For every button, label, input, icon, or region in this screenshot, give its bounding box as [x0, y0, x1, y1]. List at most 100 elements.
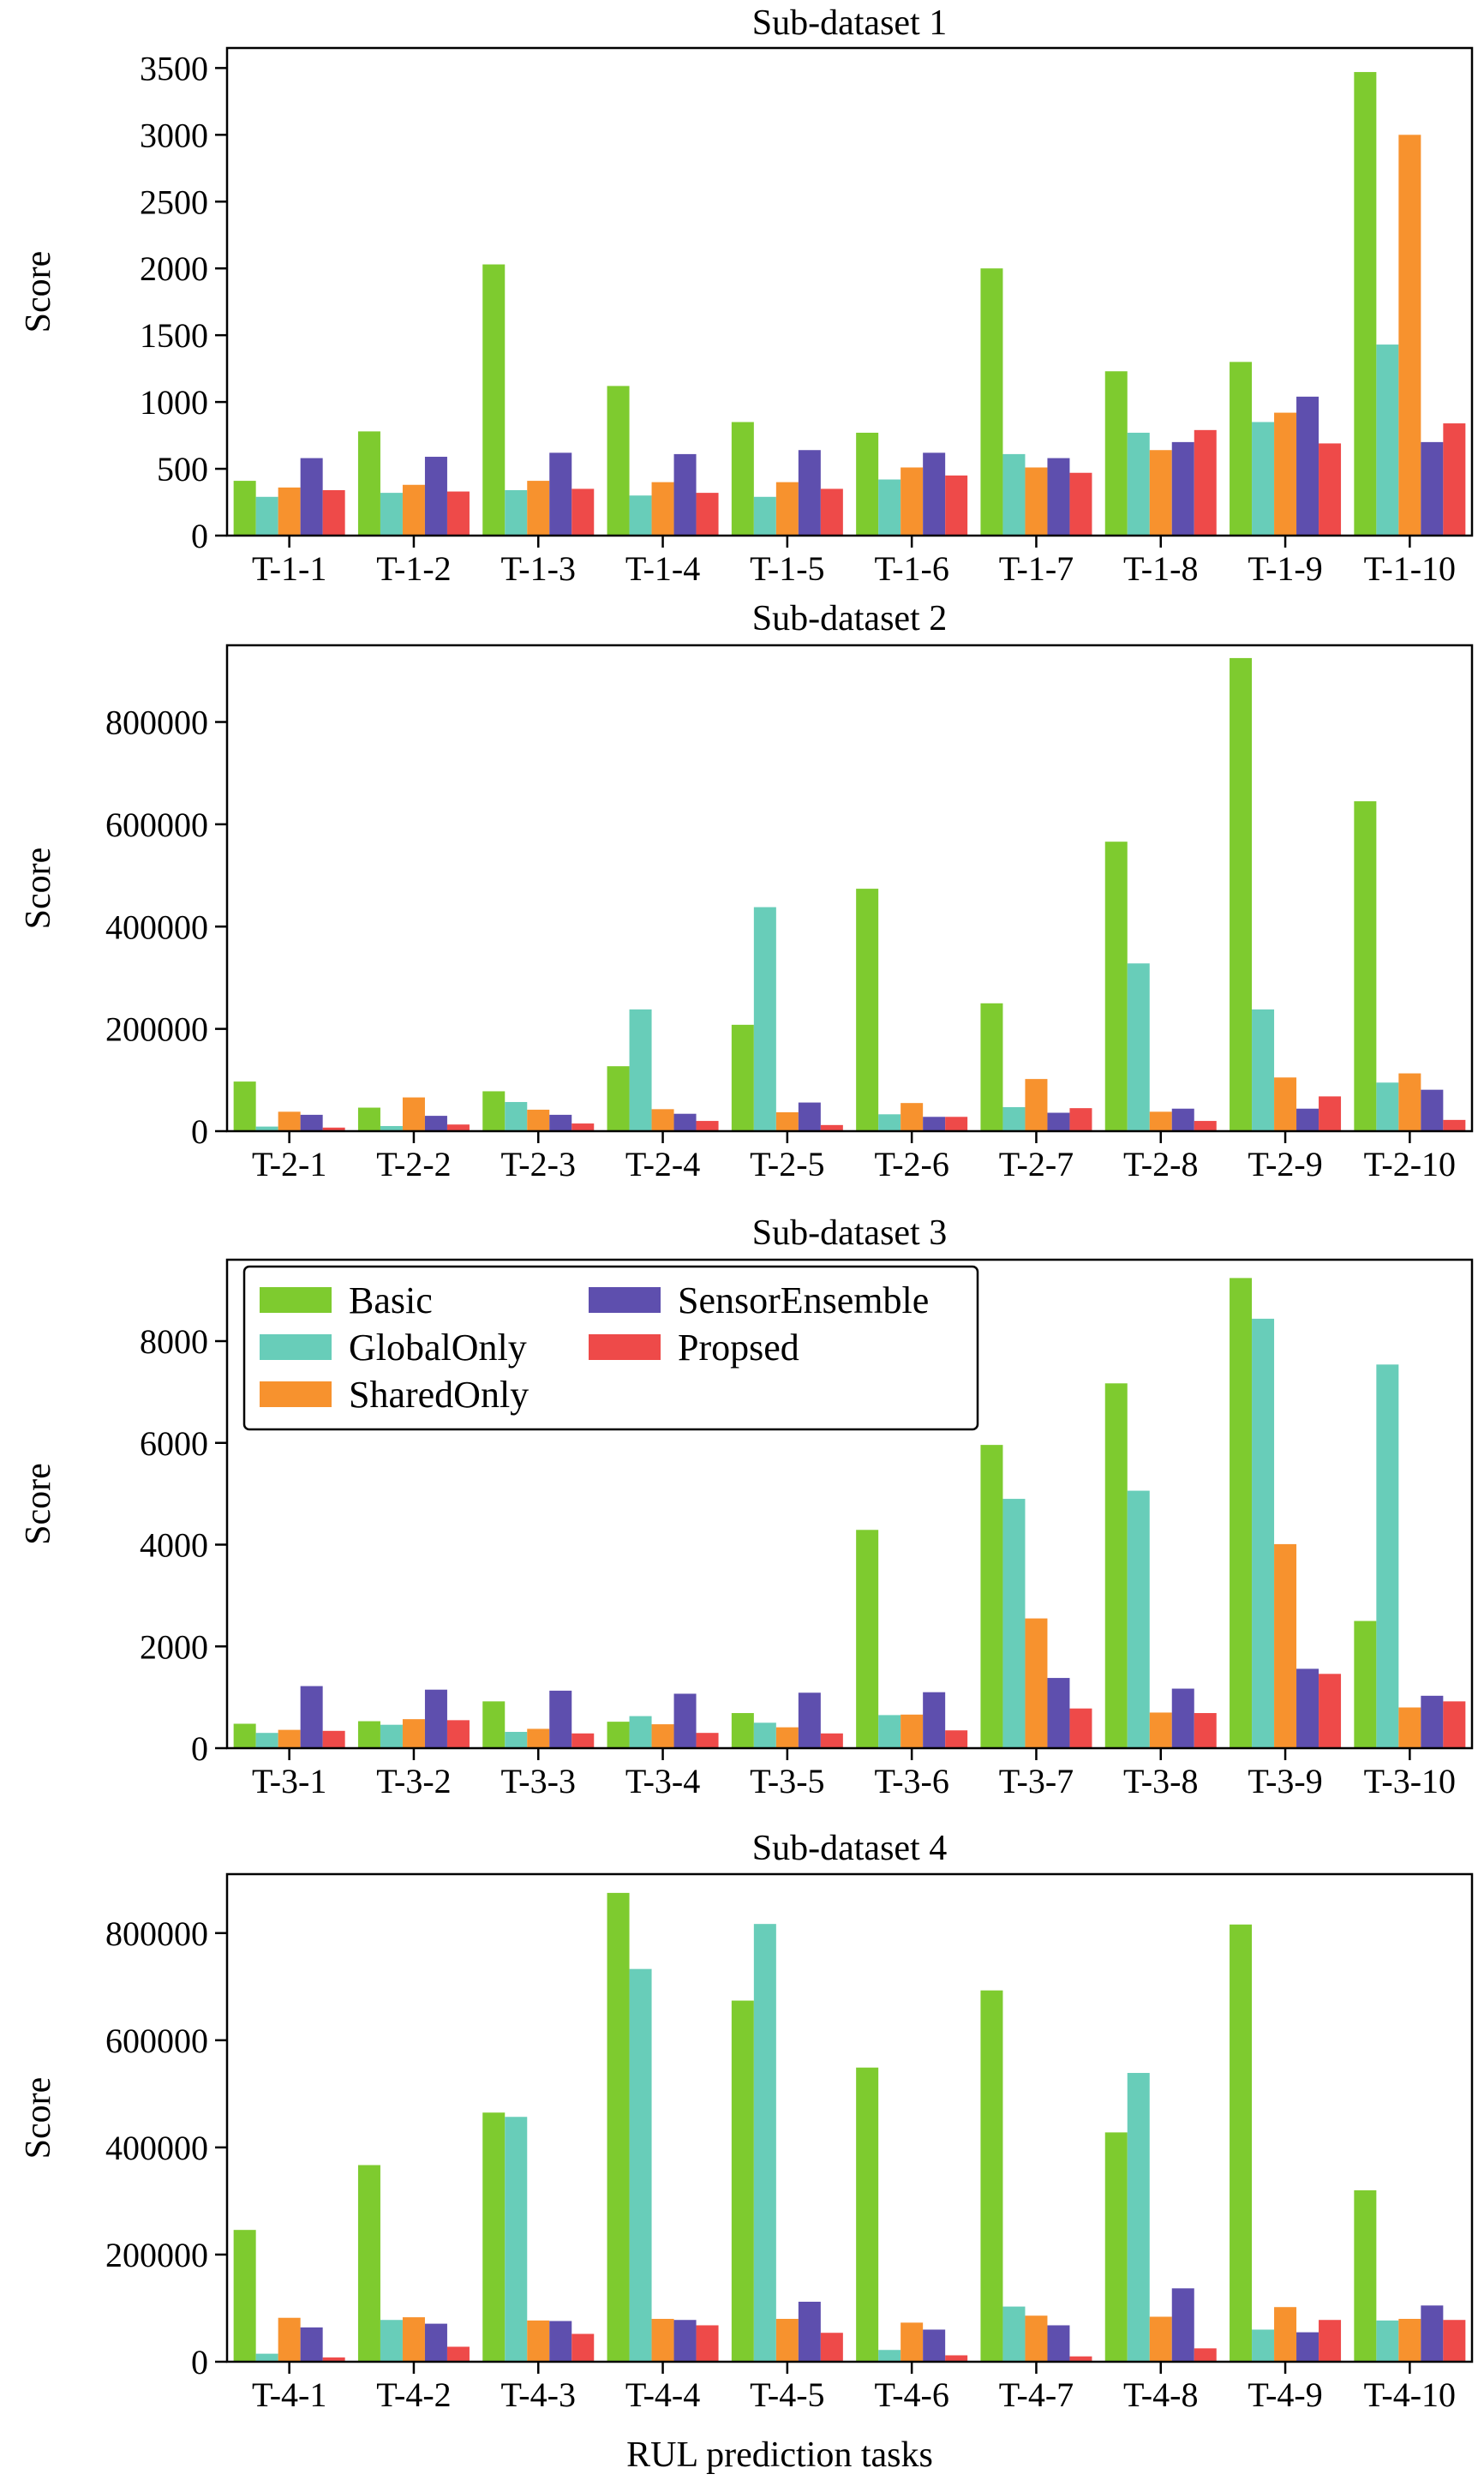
bar-basic-t-2-7	[980, 1003, 1003, 1131]
bar-sharedonly-t-1-9	[1274, 412, 1297, 536]
x-tick-label: T-3-9	[1248, 1762, 1322, 1800]
bar-propsed-t-2-2	[446, 1124, 470, 1131]
bar-basic-t-1-1	[233, 481, 256, 536]
bar-sharedonly-t-4-7	[1025, 2315, 1048, 2362]
y-axis-label: Score	[19, 1463, 58, 1545]
x-tick-label: T-2-10	[1364, 1145, 1456, 1183]
bar-propsed-t-2-1	[322, 1127, 345, 1131]
plot-frame	[225, 1258, 1474, 1750]
y-axis-label: Score	[19, 2077, 58, 2160]
bar-sensorensemble-t-3-10	[1421, 1695, 1444, 1748]
legend-label-basic: Basic	[349, 1279, 433, 1321]
y-tick-label: 0	[191, 2343, 208, 2381]
bar-propsed-t-1-7	[1069, 472, 1092, 536]
bar-sensorensemble-t-3-3	[549, 1690, 572, 1748]
bar-propsed-t-2-9	[1319, 1096, 1342, 1131]
x-tick-label: T-3-7	[999, 1762, 1074, 1800]
bar-propsed-t-3-3	[571, 1733, 595, 1748]
bar-sharedonly-t-2-8	[1149, 1111, 1172, 1131]
bar-basic-t-1-3	[482, 264, 506, 536]
bar-propsed-t-1-2	[446, 491, 470, 536]
bar-sharedonly-t-2-2	[402, 1097, 425, 1131]
y-tick-label: 400000	[105, 908, 208, 946]
x-tick-label: T-3-6	[874, 1762, 948, 1800]
bar-propsed-t-4-9	[1319, 2320, 1342, 2362]
bar-propsed-t-1-5	[820, 488, 843, 536]
bar-globalonly-t-2-6	[878, 1114, 901, 1131]
bar-sensorensemble-t-2-10	[1421, 1089, 1444, 1131]
bar-sensorensemble-t-1-8	[1171, 441, 1194, 536]
bar-globalonly-t-2-10	[1376, 1082, 1399, 1131]
y-tick-label: 0	[191, 1729, 208, 1768]
x-tick-label: T-4-7	[999, 2375, 1074, 2414]
bar-globalonly-t-4-6	[878, 2350, 901, 2362]
bar-basic-t-2-4	[607, 1066, 630, 1131]
x-tick-label: T-1-4	[625, 549, 700, 588]
bar-sensorensemble-t-1-7	[1047, 458, 1070, 536]
bar-globalonly-t-3-4	[629, 1716, 652, 1748]
legend-swatch-sensorensemble	[589, 1287, 661, 1313]
x-tick-label: T-3-4	[625, 1762, 700, 1800]
legend-swatch-globalonly	[260, 1334, 332, 1360]
bar-propsed-t-1-9	[1319, 443, 1342, 536]
x-tick-label: T-2-7	[999, 1145, 1074, 1183]
bar-sharedonly-t-4-4	[651, 2318, 674, 2362]
bar-sensorensemble-t-4-7	[1047, 2325, 1070, 2362]
bar-basic-t-3-1	[233, 1723, 256, 1748]
y-tick-label: 8000	[140, 1322, 208, 1361]
bar-globalonly-t-4-3	[505, 2117, 528, 2362]
bar-sharedonly-t-1-5	[775, 482, 799, 536]
y-tick-label: 2000	[140, 249, 208, 288]
x-tick-label: T-1-3	[501, 549, 576, 588]
x-tick-label: T-3-10	[1364, 1762, 1456, 1800]
bar-sensorensemble-t-3-8	[1171, 1688, 1194, 1748]
x-tick-label: T-2-3	[501, 1145, 576, 1183]
bar-propsed-t-1-8	[1194, 429, 1217, 536]
bar-sharedonly-t-4-5	[775, 2318, 799, 2362]
bar-globalonly-t-2-4	[629, 1009, 652, 1131]
panel-title: Sub-dataset 1	[752, 3, 947, 43]
x-tick-label: T-1-9	[1248, 549, 1322, 588]
bar-globalonly-t-3-2	[380, 1724, 403, 1748]
y-tick-label: 600000	[105, 2022, 208, 2060]
y-tick-label: 800000	[105, 1914, 208, 1953]
bar-globalonly-t-3-1	[255, 1733, 278, 1748]
panel-title: Sub-dataset 4	[752, 1829, 947, 1868]
legend-swatch-basic	[260, 1287, 332, 1313]
bar-sharedonly-t-3-8	[1149, 1712, 1172, 1748]
y-tick-label: 4000	[140, 1526, 208, 1565]
bar-sharedonly-t-1-4	[651, 482, 674, 536]
x-tick-label: T-2-8	[1123, 1145, 1198, 1183]
bar-globalonly-t-3-8	[1127, 1490, 1150, 1748]
bar-basic-t-1-7	[980, 268, 1003, 536]
bar-sharedonly-t-4-6	[901, 2322, 924, 2362]
bar-propsed-t-3-10	[1443, 1701, 1466, 1748]
bar-globalonly-t-4-8	[1127, 2072, 1150, 2362]
bar-sensorensemble-t-4-3	[549, 2321, 572, 2362]
bar-globalonly-t-4-7	[1002, 2306, 1026, 2362]
bar-basic-t-2-2	[357, 1107, 380, 1131]
panel-title: Sub-dataset 3	[752, 1213, 947, 1253]
bar-propsed-t-2-8	[1194, 1121, 1217, 1131]
y-tick-label: 6000	[140, 1424, 208, 1463]
bar-sensorensemble-t-1-1	[300, 458, 323, 536]
y-axis-label: Score	[19, 251, 58, 333]
bar-sensorensemble-t-2-4	[673, 1113, 697, 1131]
bar-propsed-t-2-5	[820, 1124, 843, 1131]
bar-basic-t-4-2	[357, 2165, 380, 2362]
bar-sharedonly-t-3-4	[651, 1724, 674, 1748]
x-tick-label: T-2-9	[1248, 1145, 1322, 1183]
bar-propsed-t-2-10	[1443, 1119, 1466, 1131]
bar-globalonly-t-4-9	[1252, 2329, 1275, 2362]
bar-basic-t-4-3	[482, 2112, 506, 2362]
x-tick-label: T-1-1	[252, 549, 326, 588]
bar-basic-t-2-5	[731, 1024, 754, 1131]
bar-sensorensemble-t-4-4	[673, 2320, 697, 2362]
bar-sensorensemble-t-1-9	[1296, 396, 1319, 536]
bar-sharedonly-t-1-7	[1025, 467, 1048, 536]
bar-sensorensemble-t-1-10	[1421, 441, 1444, 536]
y-tick-label: 200000	[105, 1010, 208, 1049]
bar-propsed-t-3-7	[1069, 1708, 1092, 1748]
legend: Basic GlobalOnly SharedOnly SensorEnsemble P…	[242, 1265, 979, 1431]
bar-propsed-t-3-4	[696, 1733, 719, 1748]
